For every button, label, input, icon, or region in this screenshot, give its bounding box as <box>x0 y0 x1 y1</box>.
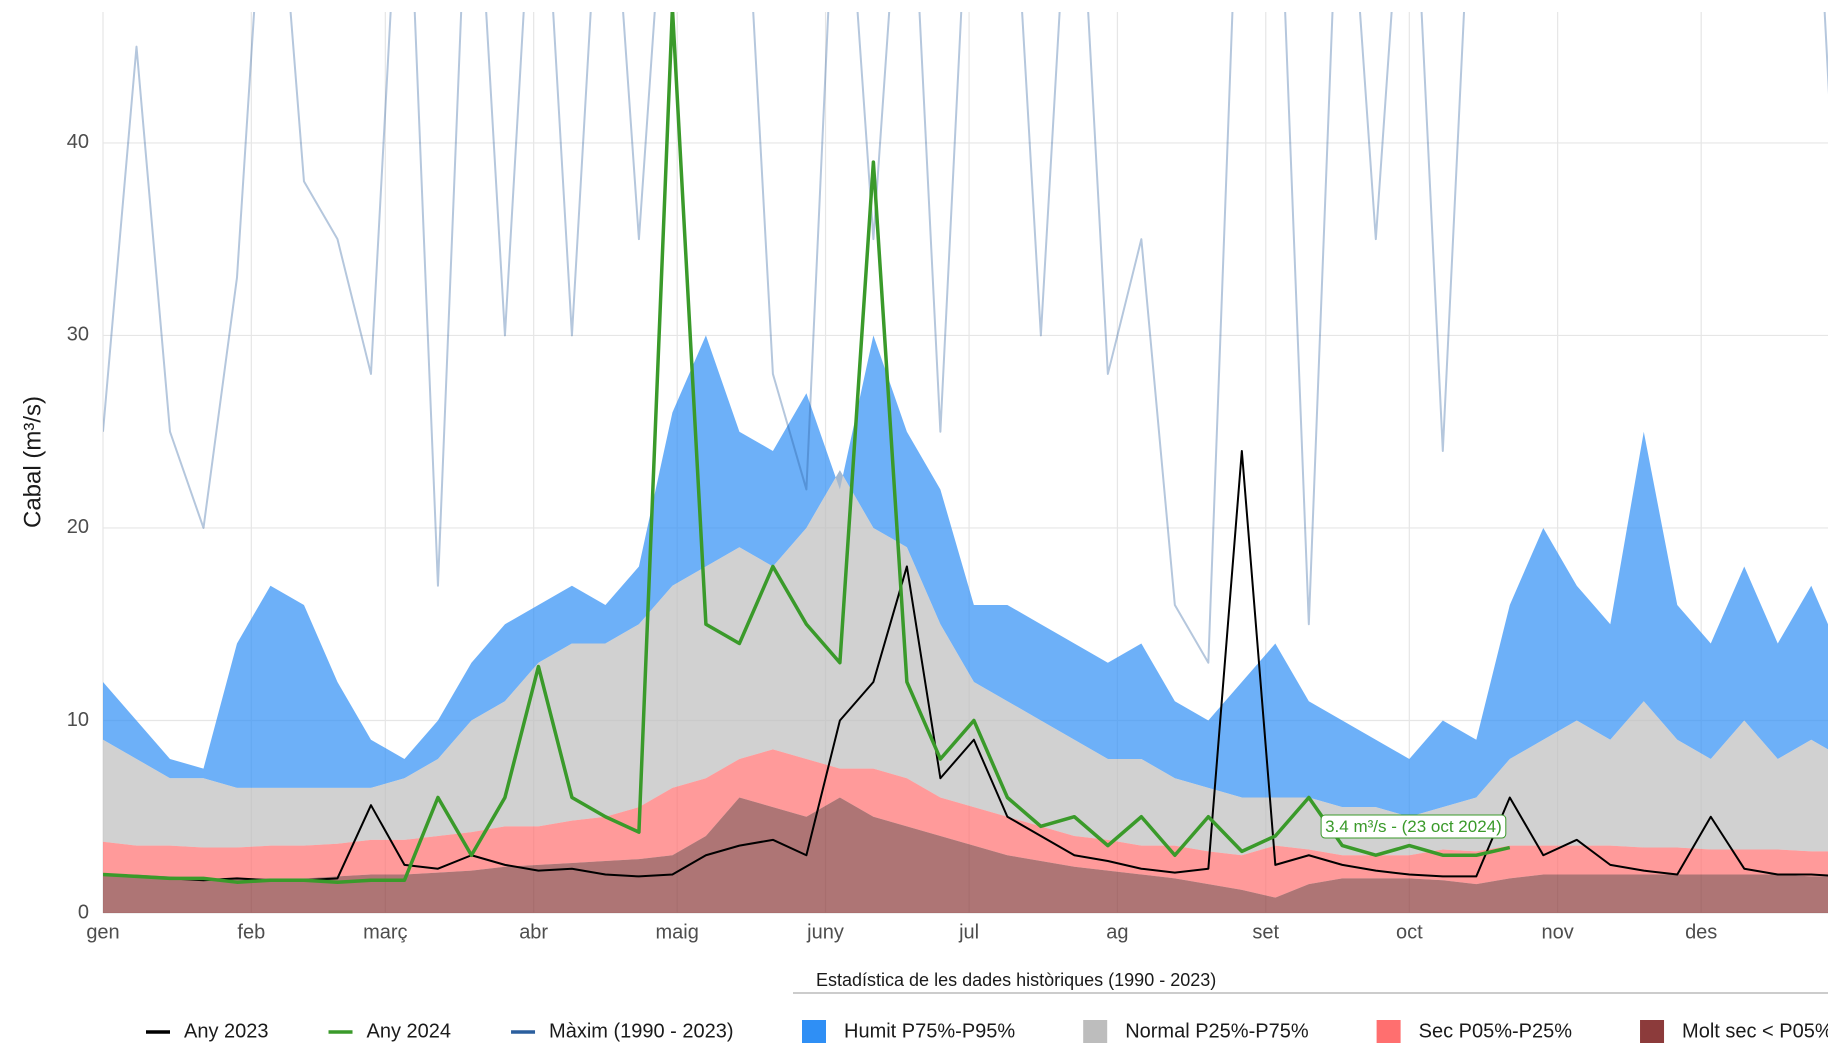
legend: Any 2023 Any 2024 Màxim (1990 - 2023) Humit… <box>146 1020 1828 1043</box>
series-line <box>103 12 1511 884</box>
y-tick-label: 20 <box>67 516 89 538</box>
legend-label: Humit P75%-P95% <box>844 1020 1015 1042</box>
y-tick-label: 40 <box>67 131 89 153</box>
legend-label: Any 2024 <box>367 1020 452 1042</box>
series-line <box>103 449 1828 882</box>
legend-swatch <box>1640 1020 1665 1043</box>
band-area <box>103 797 1828 913</box>
annotation: 3.4 m³/s - (23 oct 2024) <box>1325 817 1502 836</box>
legend-label: Molt sec < P05% <box>1682 1020 1828 1042</box>
y-tick-label: 10 <box>67 709 89 731</box>
band-area <box>103 335 1828 817</box>
y-tick-label: 0 <box>78 901 89 923</box>
annotation-box <box>1320 814 1507 839</box>
x-tick-label: març <box>363 921 407 943</box>
x-tick-label: jul <box>958 921 979 943</box>
legend-label: Màxim (1990 - 2023) <box>549 1020 734 1042</box>
x-tick-label: set <box>1252 921 1279 943</box>
y-axis-label: Cabal (m³/s) <box>19 396 46 528</box>
legend-label: Normal P25%-P75% <box>1125 1020 1309 1042</box>
axes: 0 10 20 30 40 gen feb març abr maig juny jul ag set oc… <box>67 131 1718 943</box>
legend-swatch <box>802 1020 826 1043</box>
x-tick-label: oct <box>1396 921 1423 943</box>
legend-title: Estadística de les dades històriques (19… <box>816 970 1216 990</box>
band-area <box>103 470 1828 856</box>
legend-label: Sec P05%-P25% <box>1419 1020 1573 1042</box>
legend-label: Any 2023 <box>184 1020 269 1042</box>
legend-swatch <box>1376 1020 1401 1043</box>
x-tick-label: abr <box>519 921 548 943</box>
x-tick-label: ag <box>1106 921 1128 943</box>
x-tick-label: juny <box>806 921 844 943</box>
band-area <box>103 749 1828 898</box>
x-tick-label: maig <box>656 921 699 943</box>
x-tick-label: gen <box>86 921 119 943</box>
legend-swatch <box>1083 1020 1108 1043</box>
x-tick-label: des <box>1685 921 1717 943</box>
series-line <box>103 12 1828 664</box>
y-tick-label: 30 <box>67 324 89 346</box>
lines <box>103 12 1828 884</box>
x-tick-label: nov <box>1542 921 1574 943</box>
bands <box>103 335 1828 913</box>
x-tick-label: feb <box>237 921 265 943</box>
